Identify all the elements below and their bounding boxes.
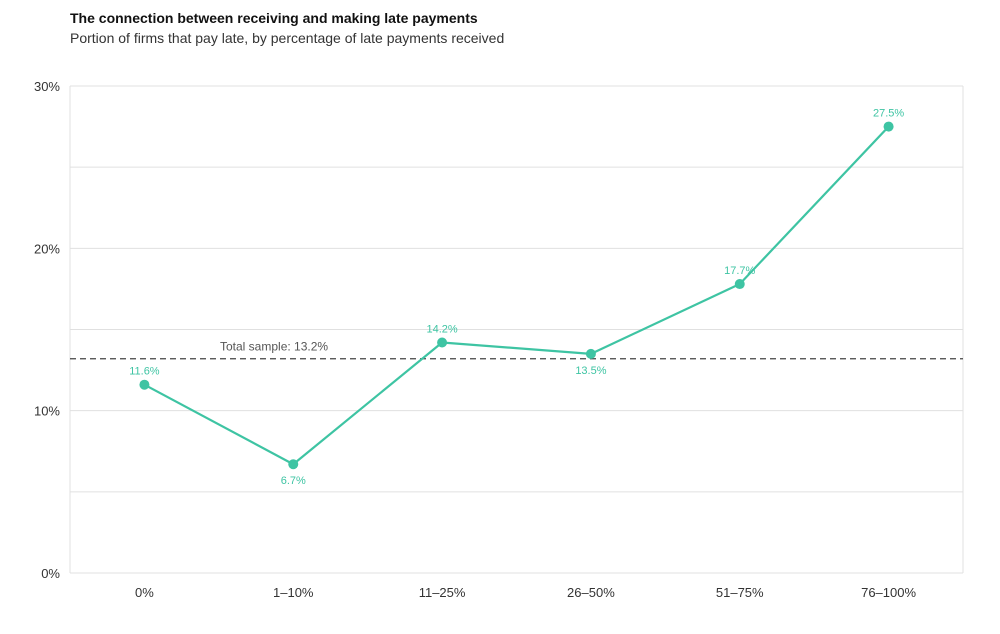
- data-point: [437, 337, 448, 348]
- x-axis-ticks: 0% 1–10% 11–25% 26–50% 51–75% 76–100%: [135, 585, 916, 600]
- y-tick-label: 30%: [34, 79, 60, 94]
- chart-subtitle: Portion of firms that pay late, by perce…: [70, 30, 505, 46]
- data-label: 14.2%: [426, 323, 457, 335]
- x-tick-label: 51–75%: [716, 585, 764, 600]
- y-tick-label: 10%: [34, 404, 60, 419]
- data-point: [139, 379, 150, 390]
- y-axis-ticks: 0% 10% 20% 30%: [34, 79, 60, 581]
- data-label: 6.7%: [281, 475, 306, 487]
- series-group: [139, 121, 894, 470]
- data-labels: 11.6% 6.7% 14.2% 13.5% 17.7% 27.5%: [129, 108, 904, 488]
- chart-title: The connection between receiving and mak…: [70, 10, 478, 26]
- data-label: 13.5%: [575, 365, 606, 377]
- x-tick-label: 1–10%: [273, 585, 314, 600]
- reference-line-group: Total sample: 13.2%: [70, 340, 963, 360]
- data-point: [883, 121, 894, 132]
- y-tick-label: 20%: [34, 241, 60, 256]
- grid-lines: [69, 85, 964, 574]
- reference-line-label: Total sample: 13.2%: [220, 340, 328, 354]
- data-point: [585, 348, 596, 359]
- data-point: [734, 279, 745, 290]
- data-label: 17.7%: [724, 265, 755, 277]
- data-label: 11.6%: [129, 366, 160, 378]
- x-tick-label: 0%: [135, 585, 154, 600]
- data-label: 27.5%: [873, 108, 904, 120]
- x-tick-label: 76–100%: [861, 585, 916, 600]
- y-tick-label: 0%: [41, 566, 60, 581]
- data-point: [288, 459, 299, 470]
- series-line: [143, 125, 890, 466]
- x-tick-label: 11–25%: [419, 585, 466, 600]
- x-tick-label: 26–50%: [567, 585, 615, 600]
